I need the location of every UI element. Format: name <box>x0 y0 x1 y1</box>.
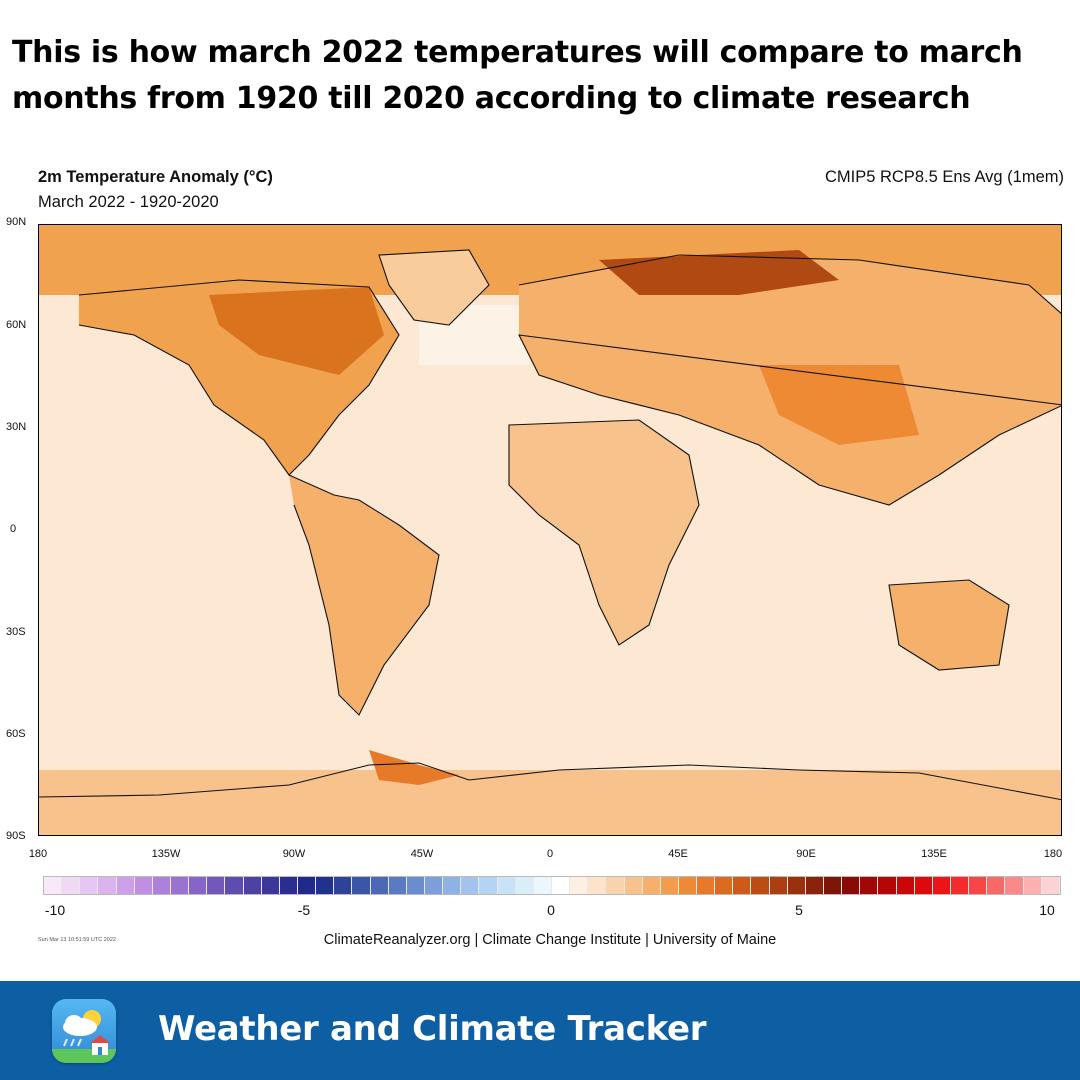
south-america-region <box>289 475 439 715</box>
map-subtitle: March 2022 - 1920-2020 <box>38 193 219 211</box>
lat-label-equator: 0 <box>10 523 17 535</box>
lat-label-60n: 60N <box>6 319 27 331</box>
color-scale-swatch <box>769 877 788 894</box>
canada-hot-region <box>209 287 384 375</box>
lon-label-90w: 90W <box>282 848 306 860</box>
color-scale-swatch <box>443 877 462 894</box>
map-title: 2m Temperature Anomaly (°C) <box>38 168 273 186</box>
color-scale-swatch <box>987 877 1006 894</box>
lon-label-135w: 135W <box>151 848 181 860</box>
color-scale-swatch <box>479 877 498 894</box>
color-scale-swatch <box>497 877 516 894</box>
color-scale-swatch <box>62 877 81 894</box>
coastlines <box>39 249 1061 801</box>
greenland-region <box>379 250 489 325</box>
color-scale-swatch <box>715 877 734 894</box>
color-scale-swatch <box>951 877 970 894</box>
color-scale-swatch <box>515 877 534 894</box>
color-scale-swatch <box>98 877 117 894</box>
color-scale-swatch <box>570 877 589 894</box>
scale-tick-10: 10 <box>1039 902 1055 918</box>
lat-label-90n: 90N <box>6 216 27 228</box>
color-scale-swatch <box>1041 877 1060 894</box>
color-scale-swatch <box>461 877 480 894</box>
lat-label-30s: 30S <box>6 626 26 638</box>
color-scale-swatch <box>334 877 353 894</box>
scale-tick-minus-5: -5 <box>297 902 311 918</box>
color-scale-swatch <box>914 877 933 894</box>
lat-label-60s: 60S <box>6 728 26 740</box>
antarctic-band <box>39 770 1061 835</box>
color-scale-swatch <box>642 877 661 894</box>
color-scale-swatch <box>842 877 861 894</box>
color-scale-swatch <box>279 877 298 894</box>
africa-region <box>509 420 699 645</box>
lon-label-135e: 135E <box>921 848 947 860</box>
color-scale-swatch <box>116 877 135 894</box>
color-scale-swatch <box>243 877 262 894</box>
color-scale-swatch <box>588 877 607 894</box>
color-scale-swatch <box>533 877 552 894</box>
color-scale-swatch <box>678 877 698 894</box>
color-scale-swatch <box>189 877 208 894</box>
color-scale-swatch <box>660 877 679 894</box>
lon-label-45w: 45W <box>410 848 434 860</box>
color-scale-swatch <box>697 877 716 894</box>
scale-tick-0: 0 <box>547 902 555 918</box>
color-scale-swatch <box>225 877 244 894</box>
color-scale-swatch <box>860 877 879 894</box>
color-scale-swatch <box>316 877 335 894</box>
color-scale-swatch <box>406 877 425 894</box>
color-scale-swatch <box>969 877 988 894</box>
weather-app-icon <box>52 999 116 1063</box>
color-scale-swatch <box>824 877 843 894</box>
temperature-anomaly-map <box>38 224 1062 836</box>
color-scale-swatch <box>551 877 571 894</box>
scale-tick-5: 5 <box>795 902 803 918</box>
color-scale-swatch <box>388 877 407 894</box>
color-scale-swatch <box>80 877 99 894</box>
color-scale-swatch <box>733 877 752 894</box>
color-scale-swatch <box>932 877 952 894</box>
weddell-sea-hot-patch <box>369 750 459 785</box>
color-scale-swatch <box>261 877 280 894</box>
lat-label-30n: 30N <box>6 421 27 433</box>
color-scale-swatch <box>170 877 190 894</box>
color-scale-swatch <box>787 877 806 894</box>
color-scale-swatch <box>152 877 171 894</box>
color-scale-swatch <box>805 877 825 894</box>
australia-region <box>889 580 1009 670</box>
color-scale-swatch <box>352 877 371 894</box>
lon-label-180w: 180 <box>28 848 48 860</box>
color-scale-bar <box>43 876 1061 895</box>
color-scale-swatch <box>134 877 153 894</box>
lon-label-45e: 45E <box>668 848 688 860</box>
lon-label-0: 0 <box>546 848 554 860</box>
color-scale-swatch <box>624 877 643 894</box>
credit-line: ClimateReanalyzer.org | Climate Change I… <box>323 932 777 948</box>
color-scale-swatch <box>207 877 226 894</box>
footer-banner: Weather and Climate Tracker <box>0 981 1080 1080</box>
color-scale-swatch <box>878 877 897 894</box>
color-scale-swatch <box>896 877 915 894</box>
color-scale-swatch <box>297 877 317 894</box>
color-scale-swatch <box>424 877 444 894</box>
color-scale-swatch <box>1023 877 1042 894</box>
footer-title: Weather and Climate Tracker <box>158 1009 707 1049</box>
central-asia-hot-region <box>759 365 919 445</box>
siberia-hottest-region <box>599 250 839 295</box>
color-scale-swatch <box>751 877 770 894</box>
scale-tick-minus-10: -10 <box>44 902 66 918</box>
color-scale-swatch <box>1005 877 1024 894</box>
color-scale-swatch <box>44 877 63 894</box>
model-label: CMIP5 RCP8.5 Ens Avg (1mem) <box>824 168 1064 186</box>
color-scale-swatch <box>606 877 625 894</box>
lat-label-90s: 90S <box>6 830 26 842</box>
lon-label-180e: 180 <box>1043 848 1063 860</box>
headline: This is how march 2022 temperatures will… <box>12 35 1023 116</box>
lon-label-90e: 90E <box>796 848 816 860</box>
timestamp: Sun Mar 13 10:51:59 UTC 2022 <box>38 937 116 943</box>
color-scale-swatch <box>370 877 389 894</box>
map-graphic <box>39 225 1061 835</box>
